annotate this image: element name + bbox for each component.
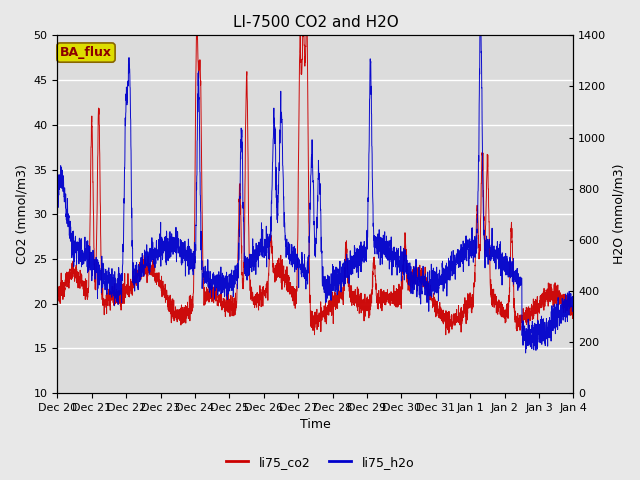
Y-axis label: CO2 (mmol/m3): CO2 (mmol/m3)	[15, 164, 28, 264]
Title: LI-7500 CO2 and H2O: LI-7500 CO2 and H2O	[232, 15, 398, 30]
X-axis label: Time: Time	[300, 419, 331, 432]
Y-axis label: H2O (mmol/m3): H2O (mmol/m3)	[612, 164, 625, 264]
Text: BA_flux: BA_flux	[60, 46, 112, 59]
Legend: li75_co2, li75_h2o: li75_co2, li75_h2o	[221, 451, 419, 474]
